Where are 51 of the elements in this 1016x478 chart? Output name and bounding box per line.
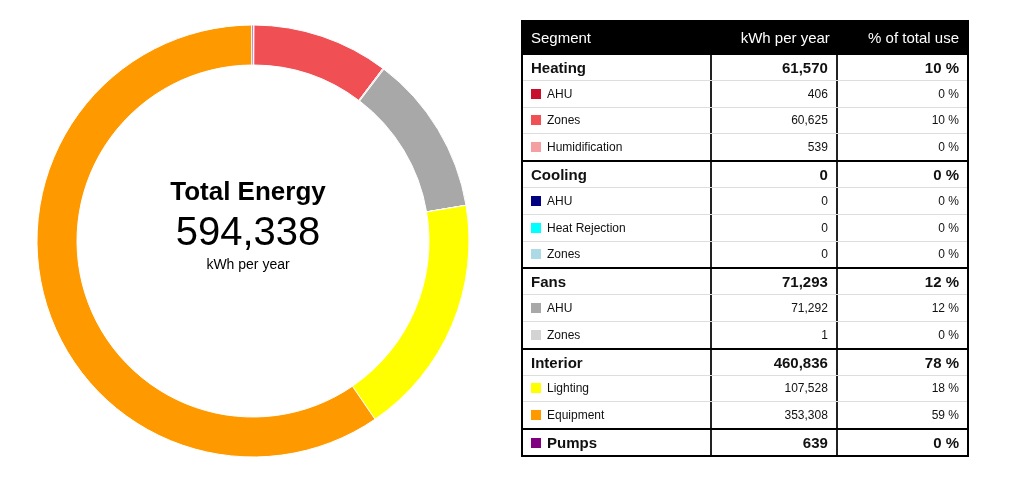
data-label: 353,308 [711,402,838,429]
text: 0 % [937,246,960,264]
text: 10 % [923,57,960,78]
text: kWh per year [739,28,831,48]
text: 0 % [937,192,960,210]
text: 0 % [937,219,960,237]
text: 0 [821,220,828,235]
text: 594,338 [174,209,322,254]
text: Segment [530,28,593,48]
text: 460,836 [773,353,828,371]
data-label: 107,528 [711,375,838,402]
text: 12 % [923,272,960,293]
text: 10 % [930,112,960,130]
category-label: Interior [531,353,583,371]
text: kWh per year [205,256,291,272]
text: 0 % [937,326,960,344]
legend-label: Humidification [547,140,623,155]
legend-label: Zones [547,247,581,262]
text: Total Energy [169,176,327,207]
legend-label: Heat Rejection [547,220,626,235]
category-label: Fans [531,273,567,291]
text: 18 % [930,380,960,398]
data-label: 1 [711,321,838,348]
text: 0 % [937,85,960,103]
text: 0 % [937,139,960,157]
data-label: 539 [711,134,838,161]
legend-label: Zones [547,113,581,128]
text: 0 [821,193,828,208]
text: 0 % [932,433,960,454]
data-label: 60,625 [711,107,838,134]
text: 0 % [932,165,960,186]
data-label: 639 [711,430,838,455]
legend-label: AHU [547,193,573,208]
text: 12 % [930,300,960,318]
legend-label: AHU [547,301,573,316]
category-label: Cooling [531,166,587,184]
data-label: 406 [711,80,838,107]
legend-label: Lighting [547,381,590,396]
data-label: 71,292 [711,295,838,321]
legend-label: Zones [547,327,581,342]
text: % of total use [867,28,960,48]
legend-label: Equipment [547,408,605,423]
text: 78 % [923,352,960,373]
legend-label: Pumps [547,434,598,452]
text: 0 [821,247,828,262]
text: 71,293 [781,273,828,291]
legend-label: AHU [547,86,573,101]
category-label: Heating [531,58,587,76]
text: 0 [819,166,828,184]
text: 59 % [930,407,960,425]
text: 61,570 [781,58,828,76]
